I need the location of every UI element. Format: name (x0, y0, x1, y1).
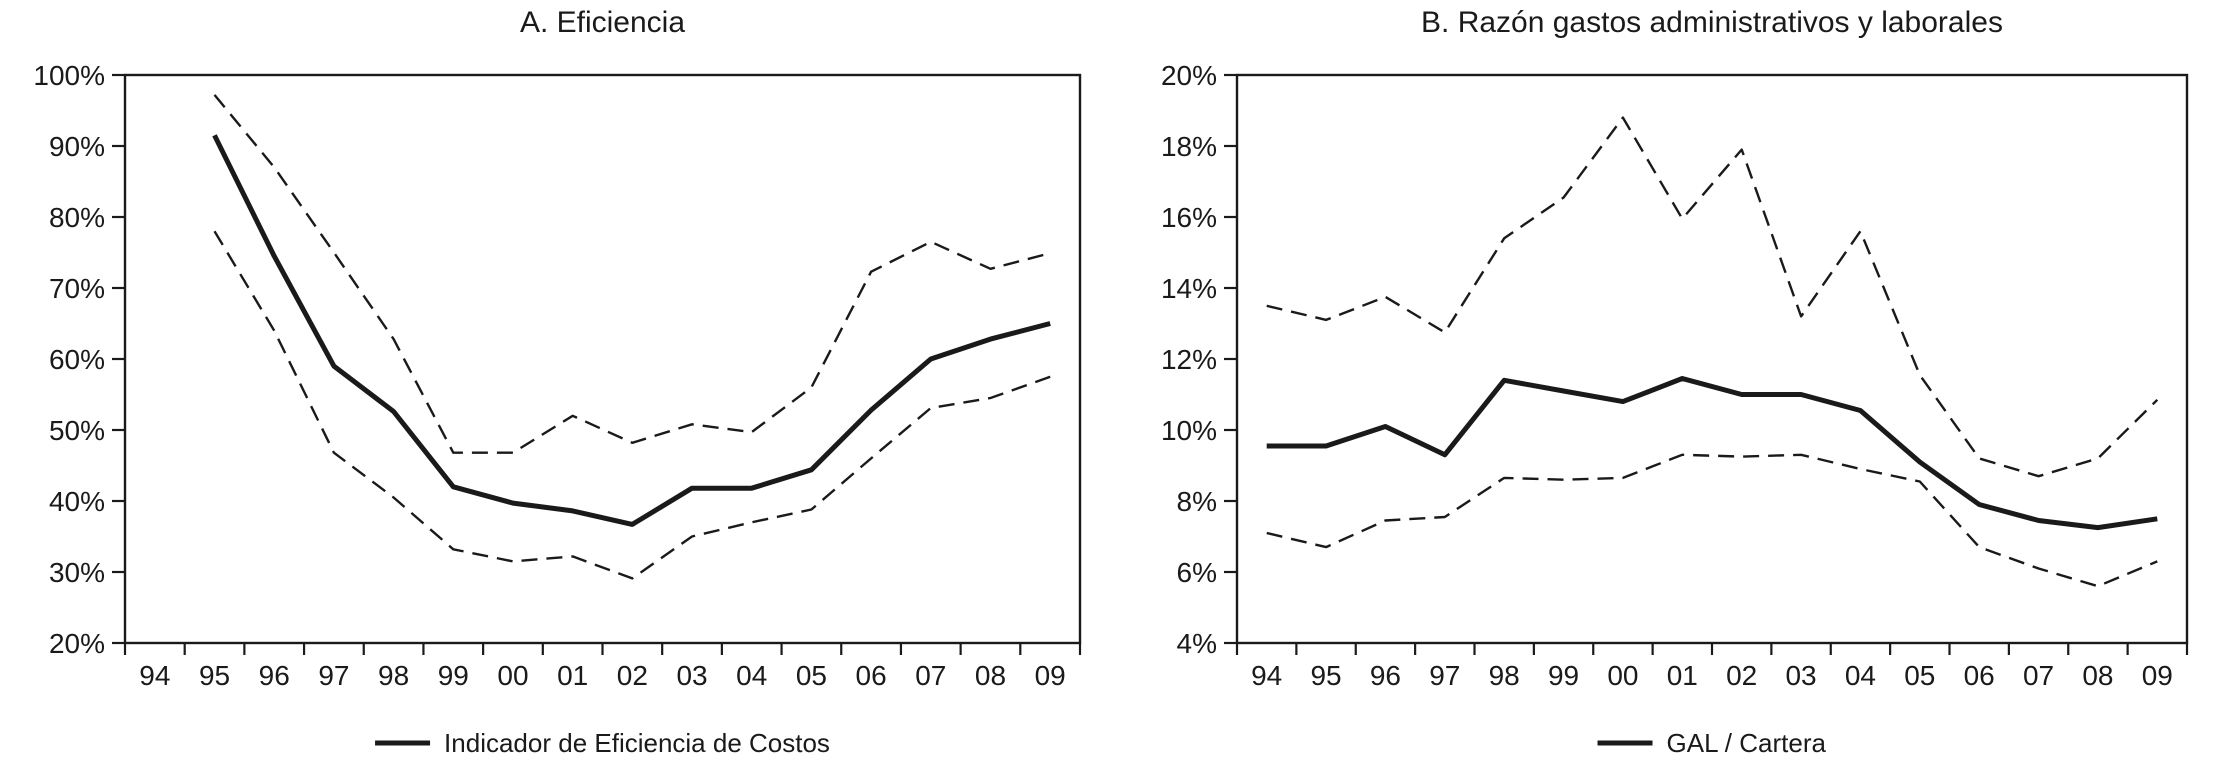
series-line-banda-superior (213, 94, 1051, 454)
x-tick-label: 01 (1667, 660, 1698, 691)
y-tick-label: 6% (1177, 557, 1217, 588)
x-tick-label: 03 (1785, 660, 1816, 691)
y-tick-label: 16% (1161, 202, 1217, 233)
series-line-banda-inferior (213, 230, 1051, 580)
x-tick-label: 01 (557, 660, 588, 691)
y-tick-label: 50% (49, 415, 105, 446)
legend-label: Indicador de Eficiencia de Costos (444, 728, 830, 758)
chart-panel-a: A. Eficiencia 20% 30% 40% 50% 60% 70% 80% 90% 100… (33, 6, 1082, 758)
legend-a: Indicador de Eficiencia de Costos (375, 728, 830, 758)
y-tick-label: 20% (1161, 60, 1217, 91)
x-tick-label: 98 (1489, 660, 1520, 691)
series-line-banda-inferior (1266, 453, 2158, 588)
x-tick-label: 08 (975, 660, 1006, 691)
x-tick-label: 05 (796, 660, 827, 691)
x-tick-label: 07 (2023, 660, 2054, 691)
series-line-gal-cartera (1266, 376, 2158, 531)
series-line-eficiencia-costos (212, 134, 1051, 527)
x-tick-label: 94 (139, 660, 170, 691)
x-tick-label: 02 (1726, 660, 1757, 691)
x-tick-label: 06 (856, 660, 887, 691)
y-tick-label: 18% (1161, 131, 1217, 162)
series-line-banda-superior (1266, 116, 2159, 478)
chart-title-b: B. Razón gastos administrativos y labora… (1421, 6, 2003, 39)
x-tick-label: 08 (2082, 660, 2113, 691)
x-tick-label: 06 (1964, 660, 1995, 691)
x-tick-label: 02 (617, 660, 648, 691)
plot-border (1235, 73, 2189, 645)
y-tick-label: 40% (49, 486, 105, 517)
y-tick-label: 4% (1177, 628, 1217, 659)
x-tick-label: 98 (378, 660, 409, 691)
x-tick-label: 95 (1310, 660, 1341, 691)
y-tick-label: 80% (49, 202, 105, 233)
chart-panel-b: B. Razón gastos administrativos y labora… (1161, 6, 2189, 758)
x-tick-label: 07 (915, 660, 946, 691)
x-tick-label: 99 (1548, 660, 1579, 691)
x-tick-label: 00 (1607, 660, 1638, 691)
x-tick-label: 00 (497, 660, 528, 691)
y-tick-label: 60% (49, 344, 105, 375)
legend-b: GAL / Cartera (1597, 728, 1827, 758)
y-tick-label: 20% (49, 628, 105, 659)
y-tick-label: 30% (49, 557, 105, 588)
x-tick-label: 99 (438, 660, 469, 691)
x-tick-label: 09 (1035, 660, 1066, 691)
y-tick-label: 70% (49, 273, 105, 304)
x-tick-label: 96 (1370, 660, 1401, 691)
y-tick-label: 100% (33, 60, 105, 91)
x-tick-label: 94 (1251, 660, 1282, 691)
x-tick-label: 09 (2142, 660, 2173, 691)
legend-label: GAL / Cartera (1667, 728, 1827, 758)
x-tick-label: 04 (736, 660, 767, 691)
y-tick-label: 90% (49, 131, 105, 162)
y-tick-label: 12% (1161, 344, 1217, 375)
x-tick-label: 04 (1845, 660, 1876, 691)
x-tick-label: 97 (1429, 660, 1460, 691)
x-tick-label: 96 (259, 660, 290, 691)
x-tick-label: 05 (1904, 660, 1935, 691)
y-tick-label: 10% (1161, 415, 1217, 446)
y-tick-label: 14% (1161, 273, 1217, 304)
y-tick-label: 8% (1177, 486, 1217, 517)
x-tick-label: 95 (199, 660, 230, 691)
x-tick-label: 97 (318, 660, 349, 691)
x-tick-label: 03 (676, 660, 707, 691)
chart-title-a: A. Eficiencia (520, 6, 685, 39)
